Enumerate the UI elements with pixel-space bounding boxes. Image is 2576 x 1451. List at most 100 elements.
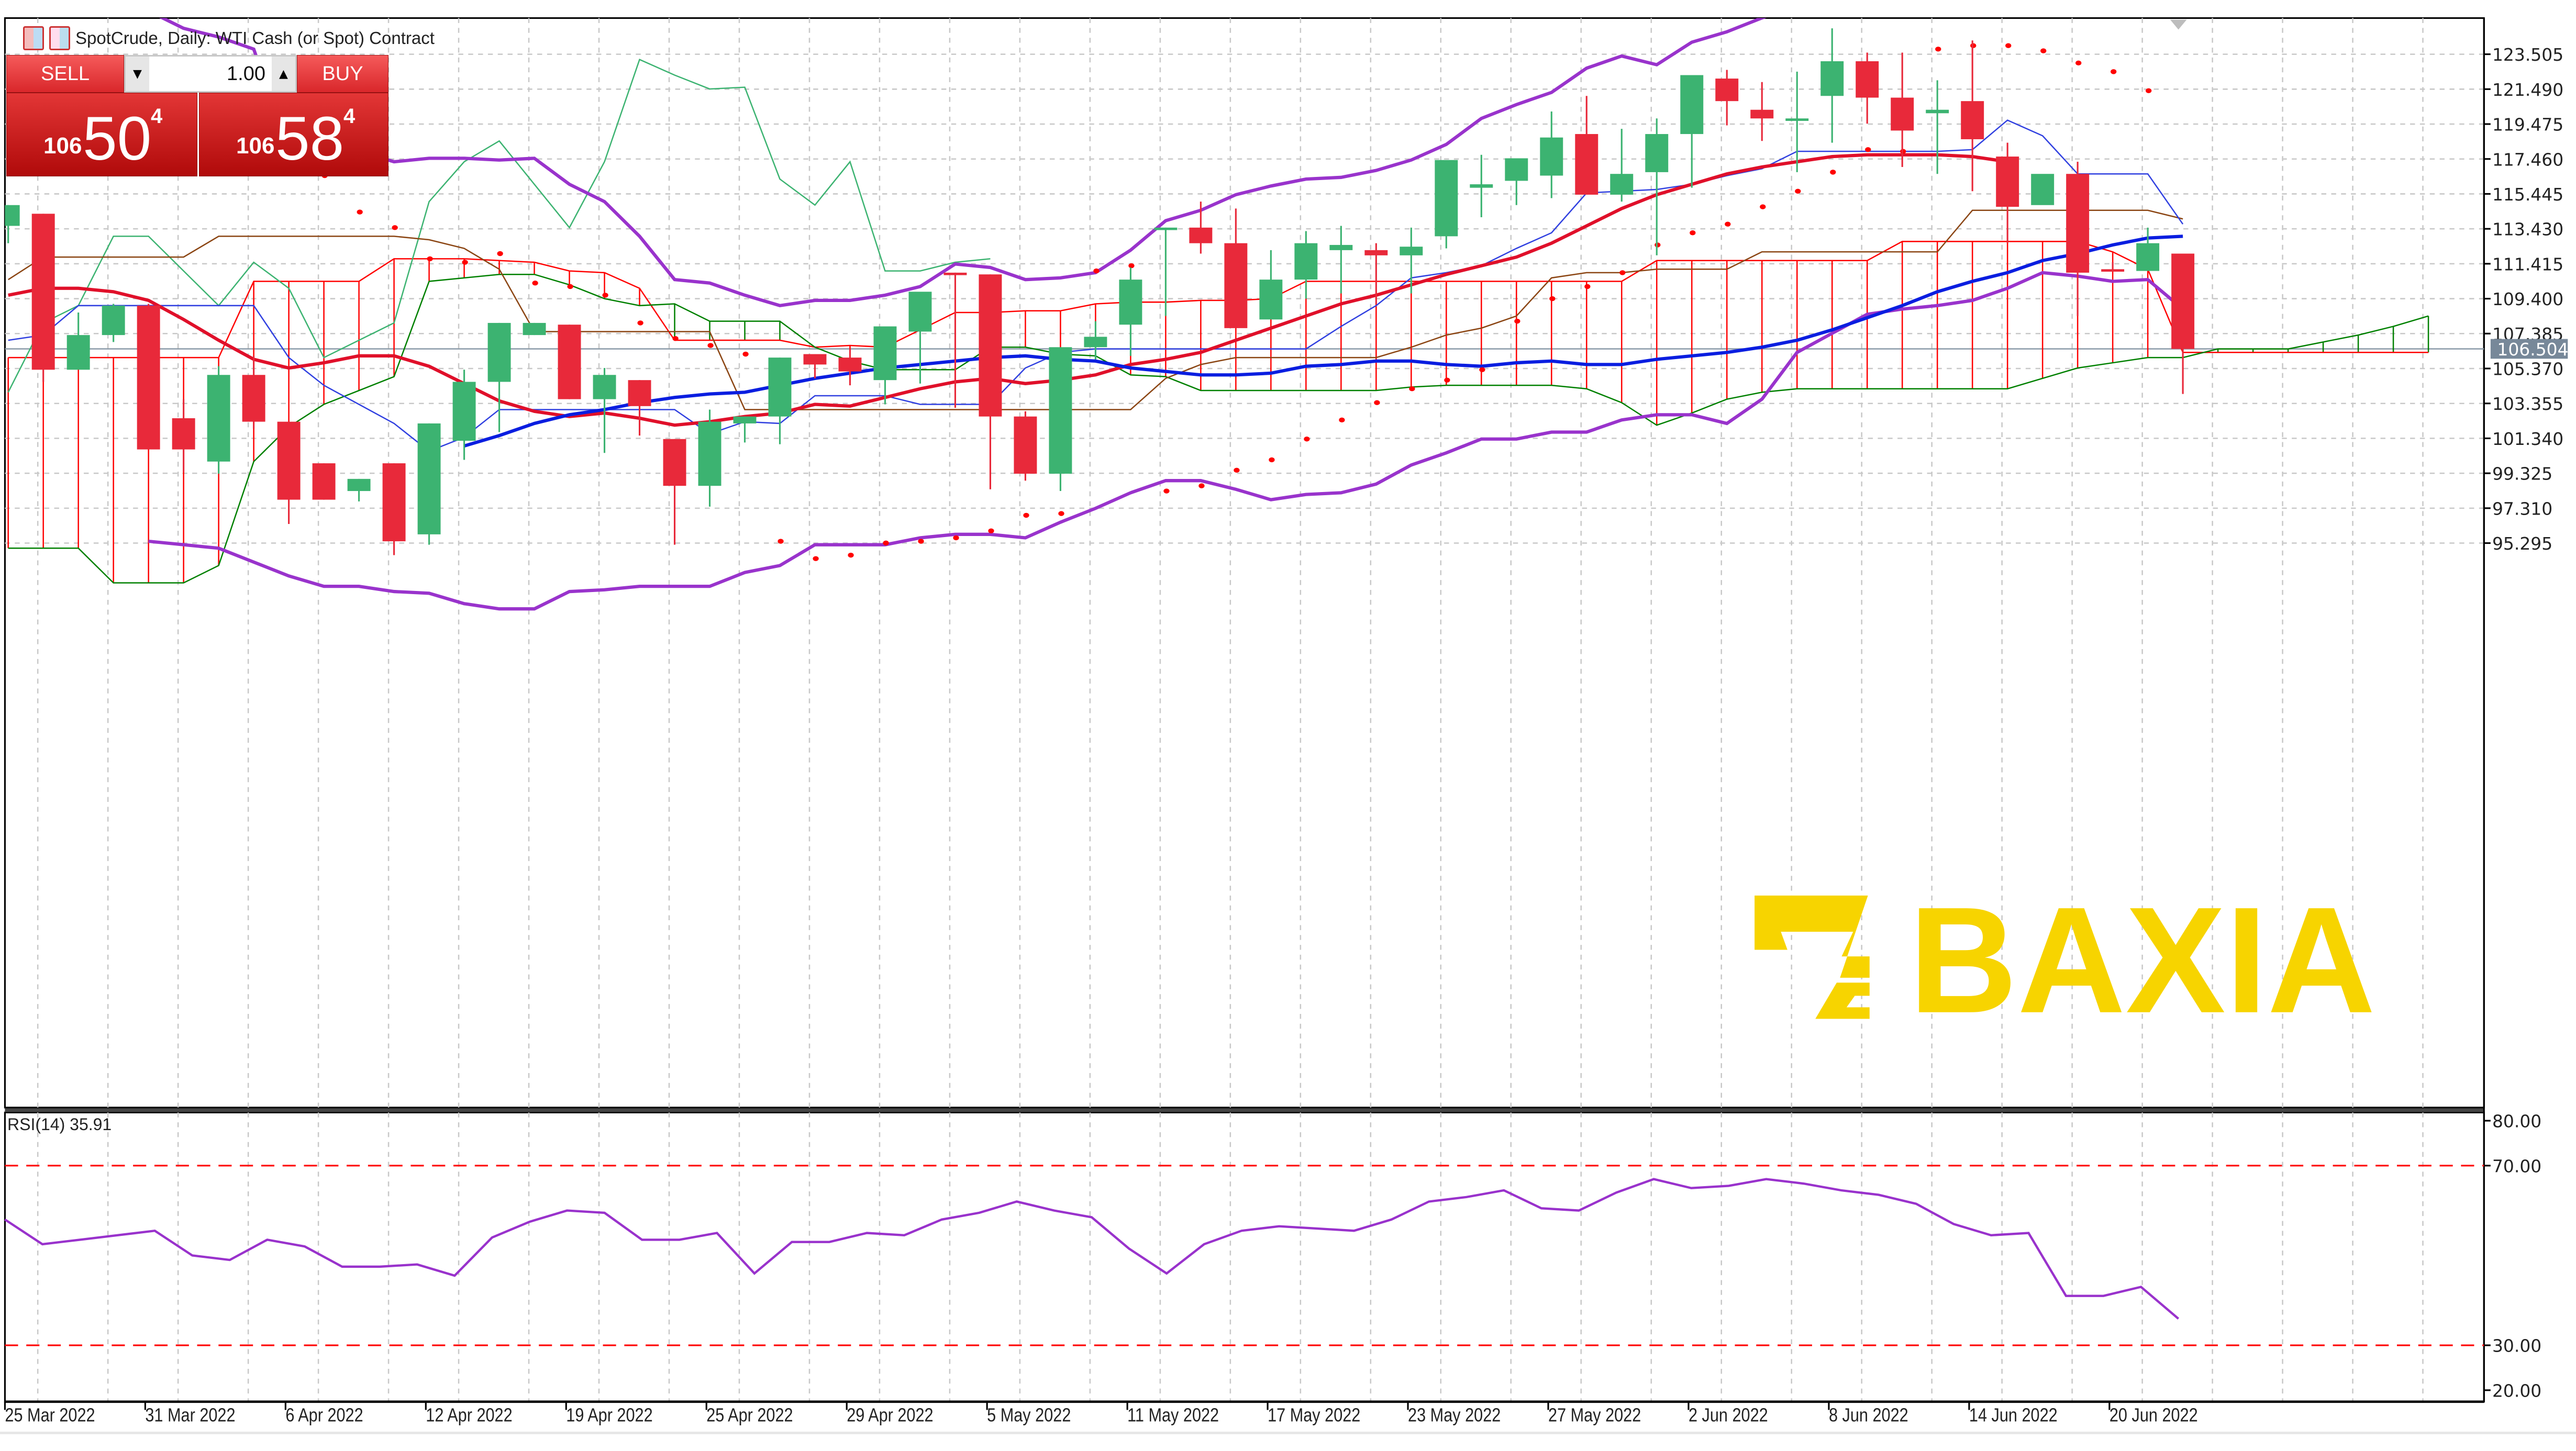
bear-candle: [1750, 82, 1774, 141]
baxia-wordmark: BAXIA: [1909, 876, 2375, 1045]
candle-body: [172, 418, 195, 450]
candle-body: [1400, 247, 1423, 255]
bear-candle: [2066, 162, 2090, 316]
candle-body: [1540, 137, 1563, 176]
candle-body: [1049, 347, 1072, 474]
rsi-tick-label: 80.00: [2492, 1111, 2541, 1132]
lot-decrease-button[interactable]: ▼: [126, 57, 149, 91]
candle-body: [523, 322, 546, 336]
moving-average-blue: [463, 235, 2183, 448]
price-tick-label: 109.400: [2492, 289, 2563, 309]
date-tick-label: 31 Mar 2022: [145, 1405, 235, 1426]
bear-candle: [1891, 52, 1914, 167]
buy-button[interactable]: BUY: [297, 55, 388, 93]
candle-body: [1891, 97, 1914, 131]
candle-body: [1154, 227, 1178, 230]
bull-candle: [1540, 111, 1563, 198]
candle-body: [5, 205, 20, 226]
buy-price-sup: 4: [343, 105, 356, 128]
baxia-logo-icon: [1755, 895, 1870, 1019]
psar-dot: [1058, 511, 1064, 516]
date-tick-label: 11 May 2022: [1127, 1405, 1219, 1426]
sell-price-button[interactable]: 106 50 4: [6, 93, 197, 176]
candle-body: [2171, 253, 2195, 349]
rsi-tick-label: 30.00: [2492, 1336, 2541, 1356]
candle-body: [1645, 134, 1669, 172]
bear-candle: [382, 463, 406, 555]
psar-dot: [392, 225, 398, 230]
bull-candle: [102, 304, 125, 342]
candle-body: [242, 375, 265, 422]
bull-candle: [417, 423, 441, 545]
psar-dot: [1619, 270, 1626, 275]
lot-size-stepper[interactable]: ▼ 1.00 ▲: [124, 55, 297, 93]
psar-dot: [1514, 318, 1520, 324]
psar-dot: [2040, 48, 2047, 53]
bull-candle: [2136, 227, 2160, 271]
candle-body: [1680, 75, 1704, 135]
psar-dot: [497, 251, 503, 256]
chart-shift-marker-icon: [2170, 19, 2187, 30]
candle-body: [733, 416, 757, 423]
price-tick-label: 103.355: [2492, 394, 2563, 414]
bull-candle: [733, 416, 757, 443]
date-tick-label: 25 Mar 2022: [5, 1405, 95, 1426]
price-tick-label: 113.430: [2492, 219, 2563, 240]
bull-candle: [1680, 75, 1704, 188]
candle-body: [1996, 157, 2019, 207]
bull-candle: [2031, 174, 2055, 205]
baxia-watermark: BAXIA: [1755, 876, 2375, 1045]
psar-dot: [1795, 188, 1801, 194]
psar-dot: [1269, 457, 1275, 463]
psar-dot: [918, 539, 924, 544]
bull-candle: [1294, 231, 1318, 299]
grid: [5, 18, 2484, 1402]
candle-body: [1014, 416, 1037, 474]
bull-candle: [1610, 129, 1634, 202]
candle-body: [1926, 109, 1949, 114]
price-tick-label: 117.460: [2492, 149, 2563, 170]
bear-candle: [979, 274, 1002, 489]
candle-body: [1715, 79, 1739, 102]
candles: [5, 28, 2195, 555]
candle-body: [1259, 280, 1283, 320]
buy-price-big: 58: [275, 104, 345, 173]
bear-candle: [1189, 202, 1213, 254]
price-tick-label: 119.475: [2492, 115, 2563, 135]
bear-candle: [1715, 70, 1739, 126]
candle-body: [1505, 158, 1528, 181]
bull-candle: [1400, 227, 1423, 294]
candle-body: [1435, 160, 1458, 237]
moving-average-red: [8, 153, 2008, 427]
psar-dot: [953, 535, 959, 541]
buy-price-button[interactable]: 106 58 4: [199, 93, 388, 176]
bull-candle: [1820, 28, 1844, 143]
bear-candle: [242, 355, 265, 429]
price-axis: 123.505 121.490 119.475 117.460 115.445 113.4…: [2483, 18, 2563, 1402]
candle-body: [102, 305, 125, 336]
chart-title: SpotCrude, Daily: WTI Cash (or Spot) Con…: [75, 28, 435, 48]
candle-body: [1189, 227, 1213, 243]
psar-dot: [1935, 47, 1941, 52]
sell-button[interactable]: SELL: [6, 55, 124, 93]
date-tick-label: 12 Apr 2022: [426, 1405, 512, 1426]
buy-label: BUY: [322, 62, 363, 85]
candle-body: [558, 325, 581, 399]
price-tick-label: 115.445: [2492, 184, 2563, 205]
one-click-trading-icon[interactable]: [49, 26, 70, 50]
price-tick-label: 111.415: [2492, 254, 2563, 274]
bear-candle: [277, 421, 301, 524]
sell-price-big: 50: [83, 104, 152, 173]
psar-dot: [672, 336, 679, 341]
candle-body: [2136, 243, 2160, 271]
lot-size-input[interactable]: 1.00: [227, 62, 265, 85]
psar-dot: [1304, 437, 1310, 442]
bull-candle: [1435, 160, 1458, 249]
lot-increase-button[interactable]: ▲: [272, 57, 295, 91]
market-depth-icon[interactable]: [23, 26, 44, 50]
candle-body: [417, 423, 441, 534]
date-tick-label: 27 May 2022: [1548, 1405, 1641, 1426]
triangle-up-icon: ▲: [279, 67, 288, 81]
candle-body: [1470, 184, 1493, 188]
